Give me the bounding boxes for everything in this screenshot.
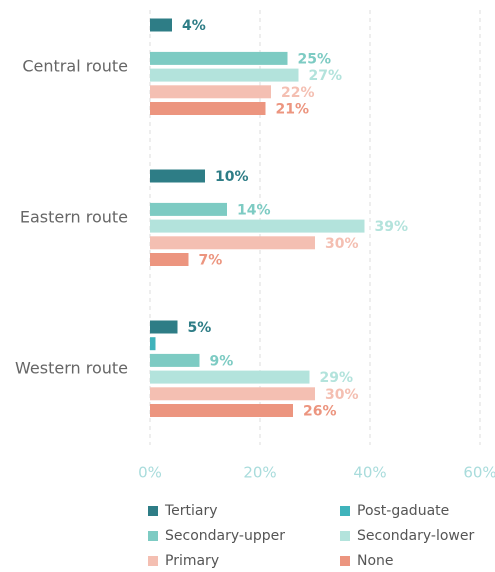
value-label: 30% (325, 387, 359, 403)
bar (150, 219, 365, 233)
value-label: 22% (281, 85, 315, 101)
bar (150, 253, 189, 266)
legend-swatch (148, 556, 158, 566)
bar (150, 51, 288, 65)
value-label: 26% (303, 404, 337, 420)
legend-swatch (148, 506, 158, 516)
value-label: 14% (237, 202, 271, 218)
value-label: 27% (309, 68, 343, 84)
legend-swatch (148, 531, 158, 541)
x-tick-label: 60% (463, 464, 495, 482)
x-tick-label: 0% (138, 464, 162, 482)
value-label: 25% (298, 51, 332, 67)
value-label: 4% (182, 18, 206, 34)
bar (150, 169, 205, 183)
bar (150, 387, 315, 401)
legend-label: Primary (165, 553, 219, 569)
bar (150, 85, 271, 99)
bar (150, 236, 315, 250)
value-label: 7% (199, 253, 223, 269)
legend-swatch (340, 531, 350, 541)
bar (150, 320, 178, 334)
bar (150, 68, 299, 82)
legend-label: None (357, 553, 394, 569)
category-label: Eastern route (20, 207, 128, 226)
legend-label: Post-gaduate (357, 503, 449, 519)
value-label: 10% (215, 169, 249, 185)
bar (150, 370, 310, 384)
value-label: 30% (325, 236, 359, 252)
category-label: Central route (22, 56, 128, 75)
value-label: 5% (188, 320, 212, 336)
value-label: 9% (210, 353, 234, 369)
legend-swatch (340, 506, 350, 516)
bar (150, 404, 293, 417)
legend-swatch (340, 556, 350, 566)
bar (150, 337, 156, 351)
value-label: 29% (320, 370, 354, 386)
legend-label: Tertiary (164, 503, 218, 519)
bar (150, 102, 266, 115)
bar (150, 18, 172, 32)
bar (150, 202, 227, 216)
x-tick-label: 40% (353, 464, 386, 482)
bar (150, 353, 200, 367)
category-label: Western route (15, 358, 128, 377)
value-label: 21% (276, 102, 310, 118)
value-label: 39% (375, 219, 409, 235)
legend-label: Secondary-upper (165, 528, 285, 544)
x-tick-label: 20% (243, 464, 276, 482)
legend-label: Secondary-lower (357, 528, 474, 544)
